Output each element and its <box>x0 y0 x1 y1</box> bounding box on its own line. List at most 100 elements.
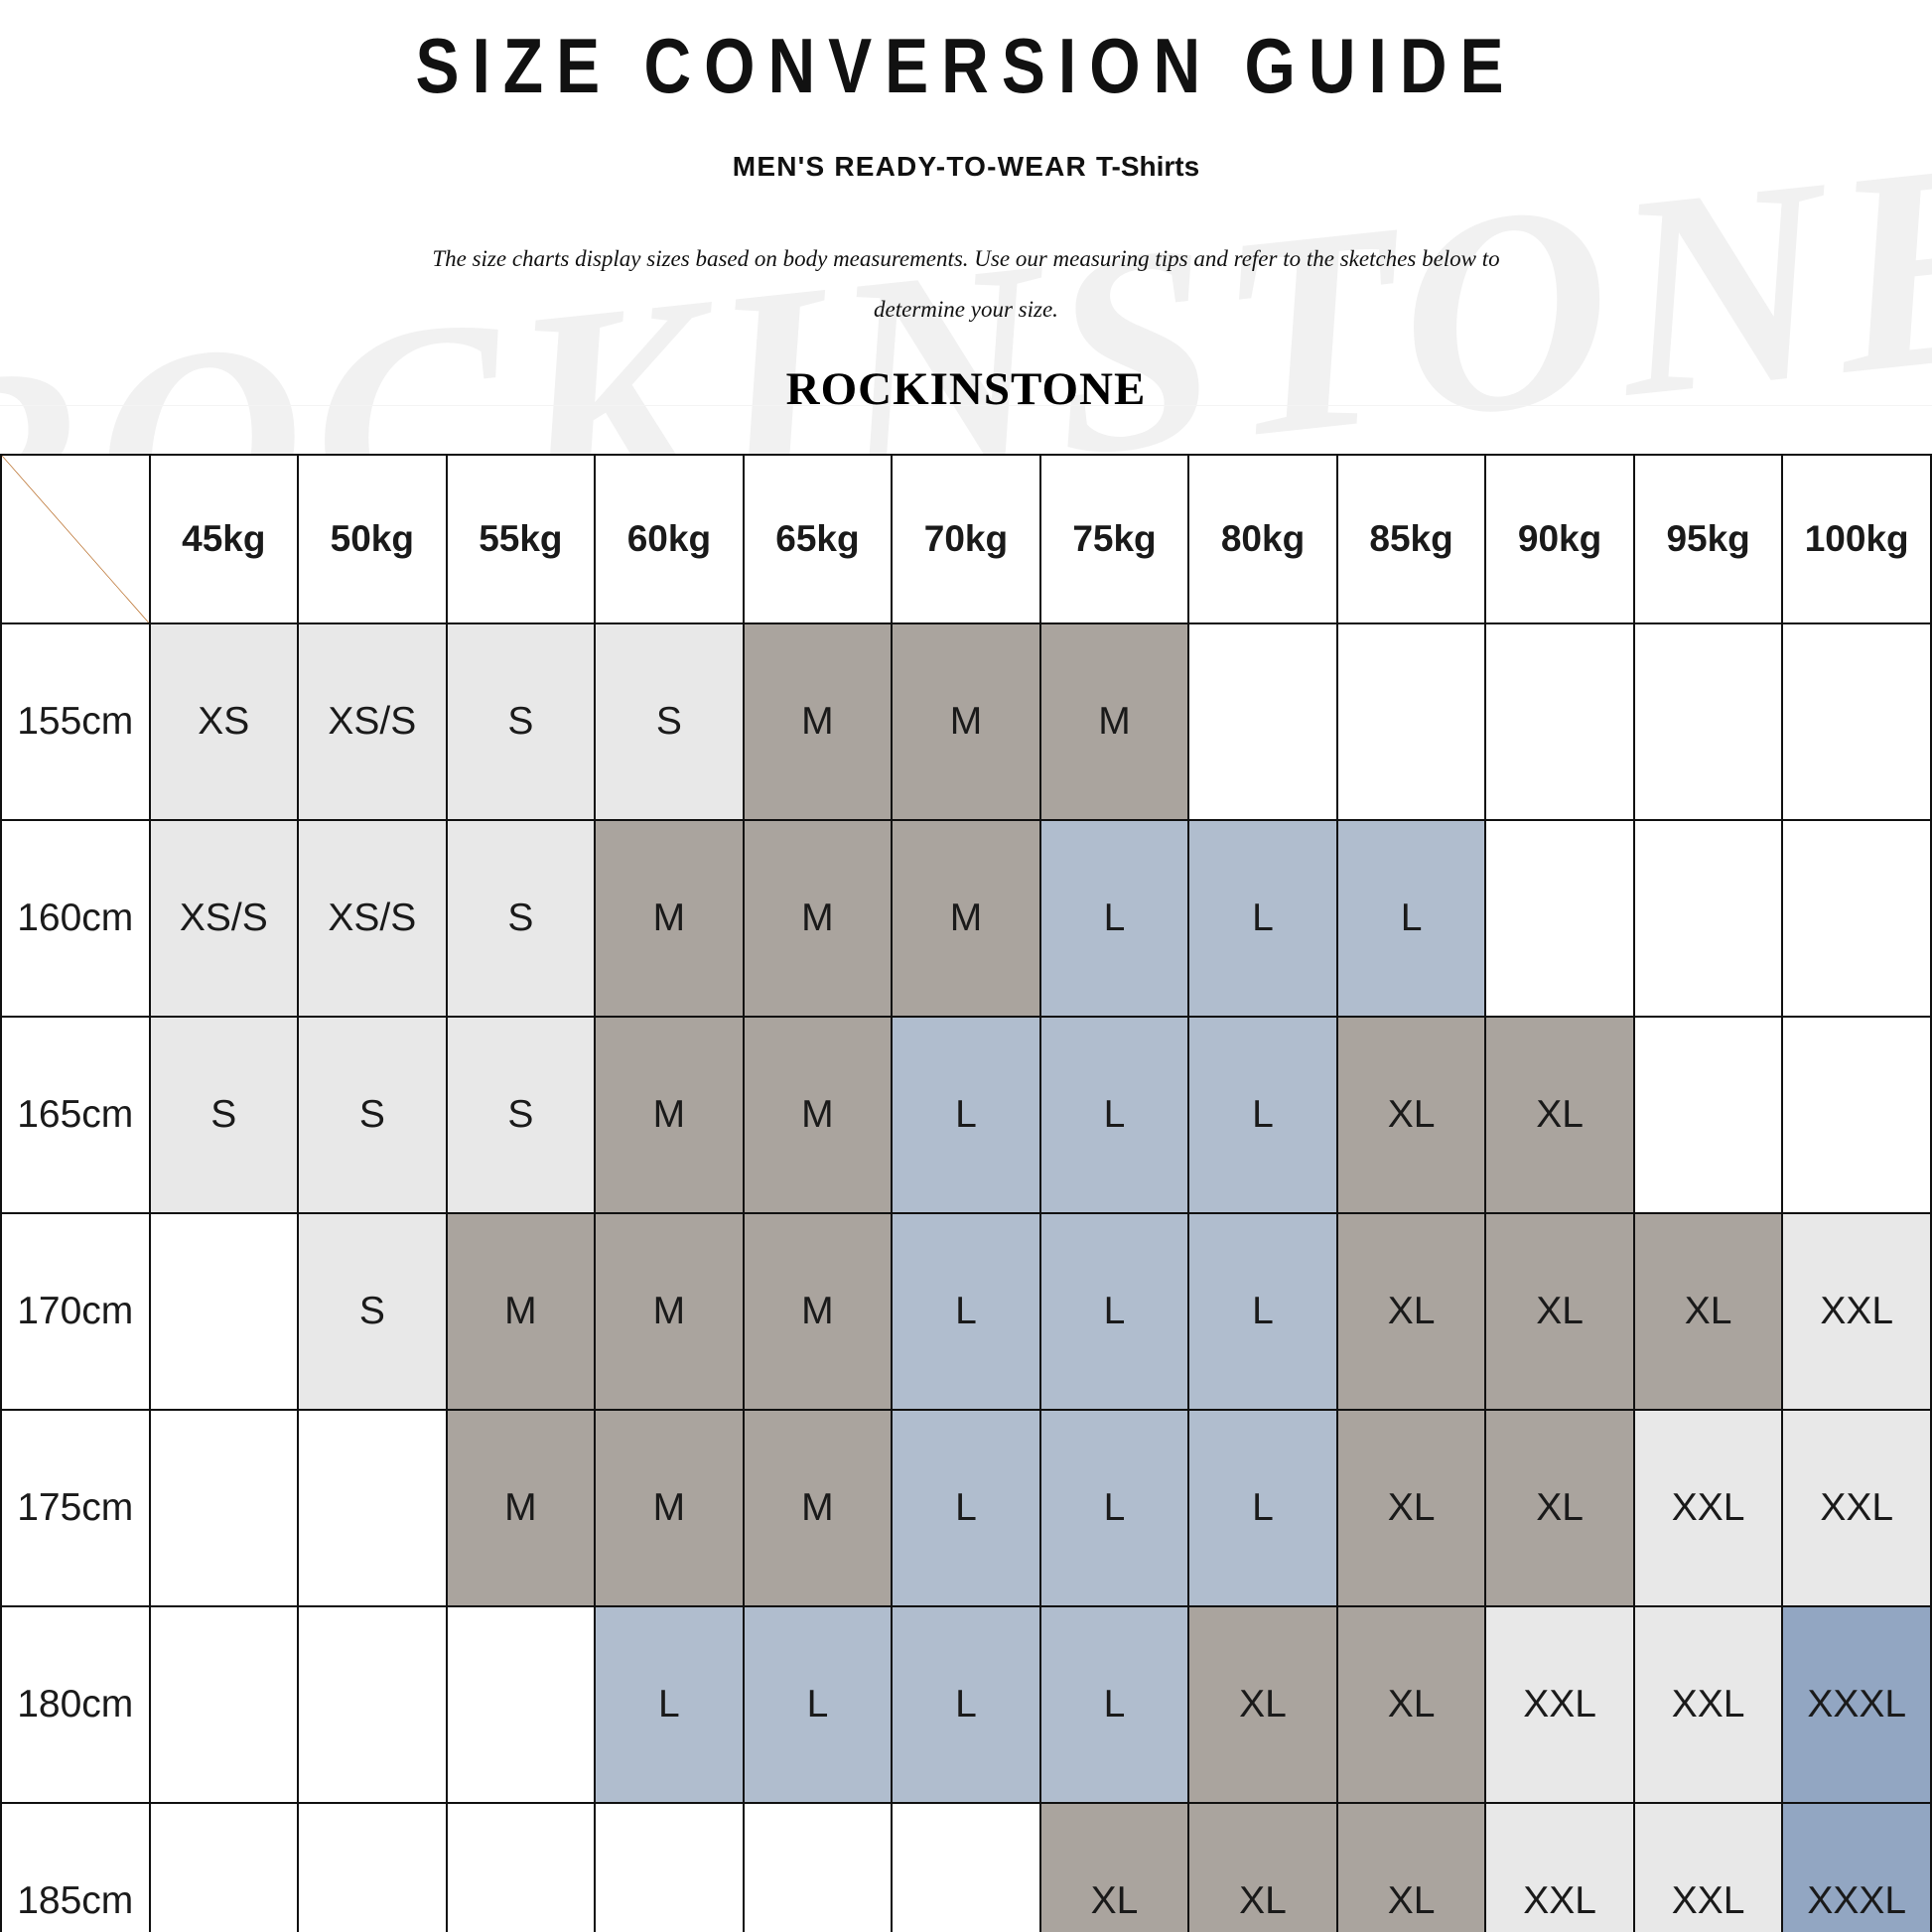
size-cell-empty <box>1781 622 1932 822</box>
size-cell: M <box>742 1409 894 1608</box>
size-cell-empty <box>1632 622 1784 822</box>
size-cell: M <box>594 1409 745 1608</box>
size-cell: L <box>1038 819 1190 1019</box>
table-row: 180cm L L L L XL XL XXL XXL XXXL <box>0 1605 1932 1805</box>
weight-column-header: 55kg <box>445 454 597 625</box>
size-cell: L <box>1187 1016 1338 1215</box>
size-cell: XL <box>1335 1212 1487 1412</box>
size-cell-empty <box>445 1605 597 1805</box>
size-cell-empty <box>297 1802 448 1932</box>
size-cell-empty <box>1484 819 1635 1019</box>
table-row: 175cm M M M L L L XL XL XXL XXL <box>0 1409 1932 1608</box>
size-cell: XXXL <box>1781 1802 1932 1932</box>
subtitle-category: MEN'S READY-TO-WEAR <box>732 151 1087 182</box>
weight-column-header: 65kg <box>742 454 894 625</box>
size-cell: XXL <box>1632 1802 1784 1932</box>
size-cell: M <box>445 1409 597 1608</box>
height-row-header: 155cm <box>0 622 151 822</box>
page-subtitle: MEN'S READY-TO-WEAR T-Shirts <box>0 93 1932 183</box>
size-cell-empty <box>1632 819 1784 1019</box>
weight-column-header: 70kg <box>891 454 1041 625</box>
table-row: 160cm XS/S XS/S S M M M L L L <box>0 819 1932 1019</box>
intro-paragraph: The size charts display sizes based on b… <box>432 246 1500 322</box>
size-cell: L <box>891 1016 1041 1215</box>
weight-column-header: 75kg <box>1038 454 1190 625</box>
weight-column-header: 45kg <box>148 454 300 625</box>
size-cell: L <box>1038 1605 1190 1805</box>
size-cell: L <box>891 1409 1041 1608</box>
size-cell-empty <box>594 1802 745 1932</box>
height-row-header: 160cm <box>0 819 151 1019</box>
size-cell: M <box>594 1212 745 1412</box>
weight-column-header: 60kg <box>594 454 745 625</box>
size-cell: M <box>445 1212 597 1412</box>
size-cell-empty <box>148 1409 300 1608</box>
size-cell-empty <box>445 1802 597 1932</box>
size-cell: S <box>297 1016 448 1215</box>
size-cell: M <box>594 819 745 1019</box>
size-cell: XL <box>1335 1016 1487 1215</box>
size-cell: XL <box>1484 1212 1635 1412</box>
size-cell-empty <box>297 1605 448 1805</box>
size-cell: XS/S <box>148 819 300 1019</box>
size-cell-empty <box>1335 622 1487 822</box>
size-cell: XL <box>1335 1409 1487 1608</box>
size-cell: XXL <box>1484 1802 1635 1932</box>
size-cell: M <box>891 622 1041 822</box>
height-row-header: 185cm <box>0 1802 151 1932</box>
height-row-header: 175cm <box>0 1409 151 1608</box>
size-cell-empty <box>1187 622 1338 822</box>
document-header: SIZE CONVERSION GUIDE MEN'S READY-TO-WEA… <box>0 0 1932 416</box>
size-cell: XL <box>1484 1409 1635 1608</box>
diagonal-divider-icon <box>2 456 149 622</box>
brand-name: ROCKINSTONE <box>785 363 1147 416</box>
table-row: 165cm S S S M M L L L XL XL <box>0 1016 1932 1215</box>
size-cell: L <box>1038 1212 1190 1412</box>
size-cell: XXL <box>1781 1212 1932 1412</box>
size-cell-empty <box>1781 819 1932 1019</box>
size-cell: L <box>594 1605 745 1805</box>
weight-column-header: 80kg <box>1187 454 1338 625</box>
size-cell-empty <box>891 1802 1041 1932</box>
size-cell: S <box>594 622 745 822</box>
size-cell-empty <box>1632 1016 1784 1215</box>
size-cell: L <box>891 1605 1041 1805</box>
size-cell: XXL <box>1632 1409 1784 1608</box>
size-cell: XXL <box>1781 1409 1932 1608</box>
size-cell: L <box>742 1605 894 1805</box>
size-cell: XS/S <box>297 622 448 822</box>
size-cell: S <box>445 819 597 1019</box>
size-cell: S <box>148 1016 300 1215</box>
size-cell: XL <box>1484 1016 1635 1215</box>
height-row-header: 170cm <box>0 1212 151 1412</box>
table-row: 170cm S M M M L L L XL XL XL XXL <box>0 1212 1932 1412</box>
size-cell: XXL <box>1632 1605 1784 1805</box>
subtitle-garment: T-Shirts <box>1095 151 1200 182</box>
size-cell: XL <box>1335 1605 1487 1805</box>
size-cell: S <box>297 1212 448 1412</box>
size-cell: S <box>445 622 597 822</box>
weight-column-header: 85kg <box>1335 454 1487 625</box>
size-cell: XXL <box>1484 1605 1635 1805</box>
height-row-header: 180cm <box>0 1605 151 1805</box>
table-header: 45kg 50kg 55kg 60kg 65kg 70kg 75kg 80kg 85kg 90kg… <box>0 454 1932 625</box>
size-cell: M <box>891 819 1041 1019</box>
size-cell: L <box>1038 1409 1190 1608</box>
size-cell: XL <box>1038 1802 1190 1932</box>
page-title: SIZE CONVERSION GUIDE <box>415 22 1517 109</box>
size-cell: L <box>1187 1409 1338 1608</box>
size-table-wrapper: 45kg 50kg 55kg 60kg 65kg 70kg 75kg 80kg 85kg 90kg… <box>0 454 1932 1932</box>
size-cell-empty <box>148 1212 300 1412</box>
size-cell: L <box>1187 1212 1338 1412</box>
size-cell: XS/S <box>297 819 448 1019</box>
size-cell: L <box>1187 819 1338 1019</box>
size-cell: M <box>742 1212 894 1412</box>
size-cell-empty <box>297 1409 448 1608</box>
size-cell: M <box>742 1016 894 1215</box>
size-cell: XL <box>1187 1802 1338 1932</box>
table-row: 185cm XL XL XL XXL XXL XXXL <box>0 1802 1932 1932</box>
size-cell: XL <box>1335 1802 1487 1932</box>
size-cell: XL <box>1187 1605 1338 1805</box>
size-cell-empty <box>148 1802 300 1932</box>
